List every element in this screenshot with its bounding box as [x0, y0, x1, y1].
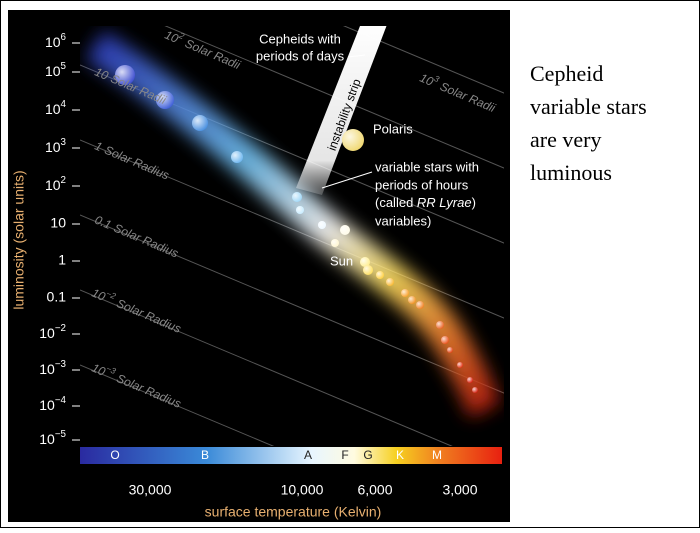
cepheids-label: Cepheids with — [259, 31, 341, 46]
caption-line: variable stars — [530, 94, 647, 119]
star-highlight — [408, 296, 416, 304]
star-highlight — [376, 271, 384, 279]
y-tick-label-base: 10 — [39, 361, 55, 377]
rr-lyrae-text: (called — [375, 195, 417, 210]
polaris-highlight — [342, 129, 364, 151]
y-tick-label: 1 — [58, 252, 66, 268]
x-tick-label: 10,000 — [281, 482, 324, 498]
x-tick-label: 3,000 — [442, 482, 477, 498]
star-highlight — [331, 239, 339, 247]
caption-line: Cepheid — [530, 61, 603, 86]
x-tick-label: 30,000 — [129, 482, 172, 498]
star-highlight — [436, 321, 444, 329]
rr-lyrae-label: variables) — [375, 213, 431, 228]
y-tick-label: 10 — [50, 215, 66, 231]
y-tick-label-exp: 6 — [61, 32, 67, 43]
spectral-class: O — [110, 448, 119, 462]
caption-line: luminous — [530, 160, 612, 185]
star-highlight — [296, 206, 304, 214]
sun-label: Sun — [330, 253, 353, 268]
star-highlight — [467, 377, 473, 383]
y-axis-label: luminosity (solar units) — [11, 170, 27, 309]
spectral-class: B — [201, 448, 209, 462]
rr-lyrae-label: variable stars with — [375, 159, 479, 174]
rr-lyrae-label: periods of hours — [375, 177, 469, 192]
star-highlight — [416, 301, 424, 309]
star-highlight — [447, 347, 453, 353]
star-highlight — [401, 289, 409, 297]
spectral-class: A — [304, 448, 312, 462]
star-highlight — [386, 278, 394, 286]
y-tick-label-base: 10 — [45, 63, 61, 79]
y-tick-label-exp: 4 — [61, 99, 67, 110]
chart-image — [8, 10, 510, 522]
spectral-class: K — [396, 448, 404, 462]
cepheids-label: periods of days — [256, 48, 345, 63]
y-tick-label-base: 10 — [39, 397, 55, 413]
y-tick-label-base: 10 — [45, 101, 61, 117]
spectral-class: F — [341, 448, 348, 462]
y-tick-label-exp: −5 — [55, 429, 67, 440]
y-tick-label-exp: −4 — [55, 395, 67, 406]
rr-lyrae-text: ) — [472, 195, 476, 210]
star-highlight — [318, 221, 326, 229]
y-tick-label-base: 10 — [39, 325, 55, 341]
y-tick-label-exp: 5 — [61, 61, 67, 72]
spectral-class: G — [363, 448, 372, 462]
polaris-label: Polaris — [373, 121, 413, 136]
star-highlight — [292, 192, 302, 202]
star-highlight — [340, 225, 350, 235]
star-highlight — [192, 115, 208, 131]
star-highlight — [472, 387, 478, 393]
y-tick-label-base: 10 — [45, 139, 61, 155]
caption-line: are very — [530, 127, 601, 152]
y-tick-label-exp: −2 — [55, 323, 66, 334]
star-highlight — [457, 362, 463, 368]
rr-lyrae-label: (called RR Lyrae) — [375, 195, 476, 210]
spectral-class: M — [432, 448, 442, 462]
slide: 103Solar Radii102Solar Radii10Solar Radi… — [0, 0, 700, 528]
rr-lyrae-name: RR Lyrae — [417, 195, 472, 210]
star-highlight — [441, 336, 449, 344]
y-tick-label: 0.1 — [47, 289, 67, 305]
star-highlight — [363, 265, 373, 275]
y-tick-label-exp: 3 — [61, 137, 67, 148]
y-tick-label-exp: 2 — [61, 175, 66, 186]
x-tick-label: 6,000 — [357, 482, 392, 498]
x-axis-label: surface temperature (Kelvin) — [205, 504, 382, 520]
y-tick-label-base: 10 — [45, 177, 61, 193]
y-tick-label-base: 10 — [45, 34, 61, 50]
y-tick-label-base: 10 — [39, 431, 55, 447]
y-tick-label-exp: −3 — [55, 359, 67, 370]
star-highlight — [231, 151, 243, 163]
